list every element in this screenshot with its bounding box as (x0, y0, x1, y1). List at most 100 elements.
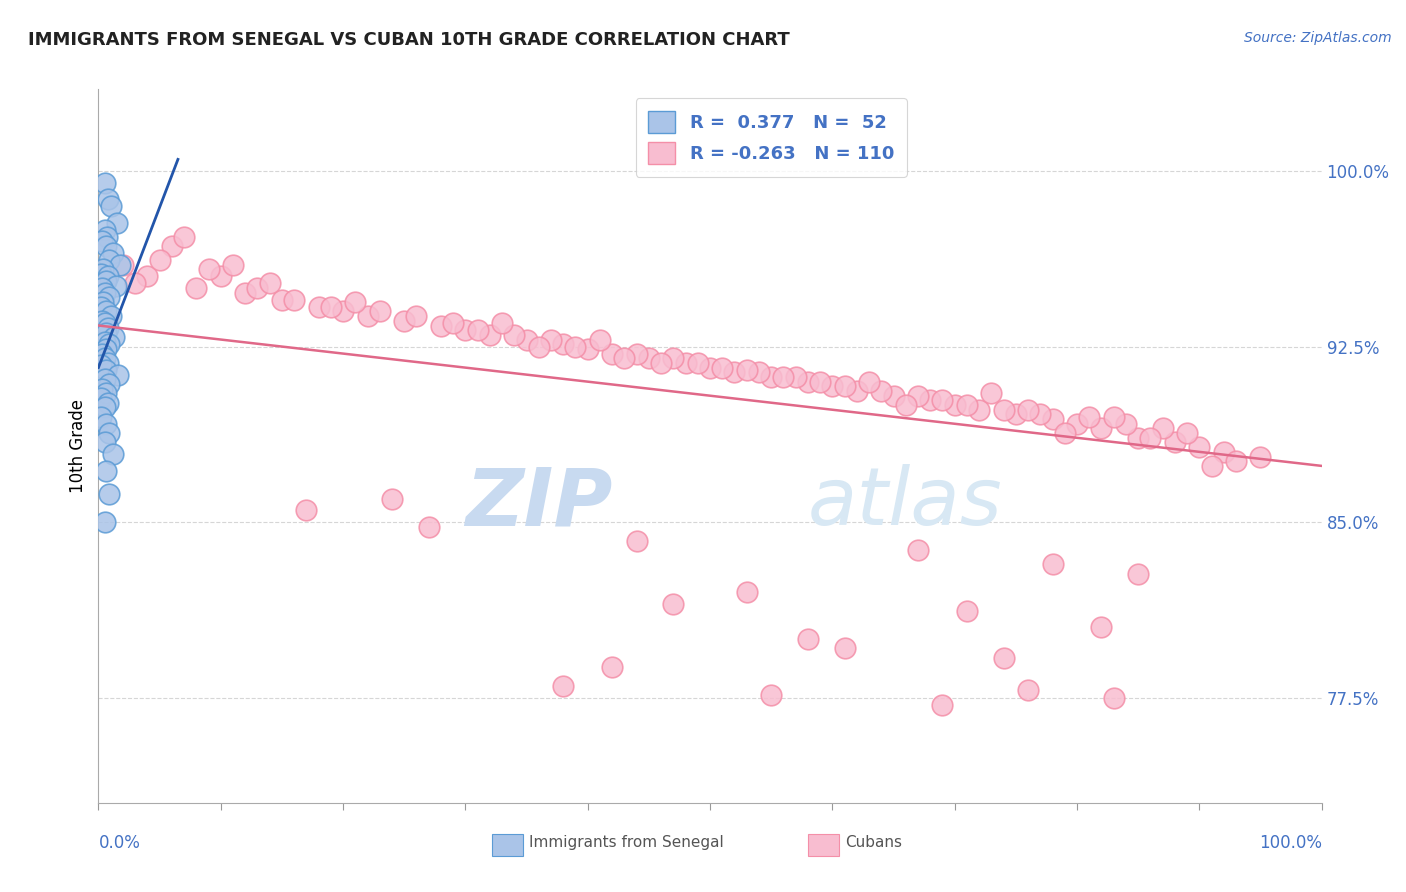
Point (993, 650, 1015, 665)
Point (1042, 412, 1064, 426)
Point (94, 274, 117, 288)
Point (124, 277, 146, 291)
Point (173, 229, 195, 244)
Point (637, 351, 661, 366)
Point (478, 327, 501, 342)
Point (233, 285, 256, 300)
Point (589, 333, 612, 347)
Point (1053, 426, 1076, 441)
Point (576, 342, 599, 356)
Point (91, 281, 114, 295)
Point (650, 356, 672, 370)
Text: IMMIGRANTS FROM SENEGAL VS CUBAN 10TH GRADE CORRELATION CHART: IMMIGRANTS FROM SENEGAL VS CUBAN 10TH GR… (28, 31, 790, 49)
Point (834, 379, 856, 393)
Point (735, 585, 758, 599)
Point (405, 309, 427, 323)
Point (110, 258, 132, 272)
Text: Immigrants from Senegal: Immigrants from Senegal (529, 836, 724, 850)
Point (430, 318, 453, 333)
Point (626, 533, 648, 548)
Point (1042, 557, 1064, 571)
Point (283, 293, 305, 307)
Point (94, 464, 117, 478)
Point (186, 281, 208, 295)
Point (845, 384, 868, 398)
Point (699, 360, 721, 375)
Point (93, 285, 115, 300)
Point (94, 417, 117, 431)
Point (90, 409, 112, 424)
Point (94, 342, 117, 356)
Point (93, 515, 115, 529)
Point (308, 300, 330, 314)
Point (1004, 408, 1026, 422)
Point (735, 363, 758, 377)
Point (94, 304, 117, 318)
Point (834, 641, 856, 656)
Point (197, 262, 219, 277)
Point (90, 267, 112, 281)
Point (675, 356, 697, 370)
Point (564, 340, 586, 354)
Point (93, 176, 115, 190)
Point (600, 660, 623, 674)
Point (319, 300, 342, 314)
Point (553, 337, 575, 351)
Point (94, 326, 117, 340)
Point (797, 375, 820, 389)
Point (894, 398, 917, 412)
Point (1078, 409, 1101, 424)
Point (858, 375, 880, 389)
Point (101, 447, 124, 461)
Point (993, 402, 1015, 417)
Point (98, 252, 121, 267)
Point (91, 295, 114, 310)
Point (98, 337, 121, 351)
Y-axis label: 10th Grade: 10th Grade (69, 399, 87, 493)
Point (90, 391, 112, 405)
Point (270, 293, 294, 307)
Point (418, 519, 440, 533)
Point (761, 370, 783, 384)
Point (1249, 450, 1271, 464)
Point (149, 252, 172, 267)
Point (98, 376, 121, 391)
Point (100, 199, 122, 213)
Legend: R =  0.377   N =  52, R = -0.263   N = 110: R = 0.377 N = 52, R = -0.263 N = 110 (636, 98, 907, 177)
Point (967, 402, 990, 417)
Point (90, 300, 112, 314)
Point (1102, 409, 1125, 424)
Point (1175, 426, 1198, 441)
Point (94, 239, 117, 253)
Point (797, 632, 820, 646)
Point (920, 393, 942, 408)
Point (1017, 402, 1039, 417)
Point (103, 330, 125, 344)
Point (93, 401, 115, 415)
Point (1164, 435, 1187, 450)
Point (1128, 566, 1150, 581)
Text: Cubans: Cubans (845, 836, 903, 850)
Point (883, 389, 905, 403)
Point (368, 304, 391, 318)
Point (94, 386, 117, 401)
Point (1017, 683, 1039, 698)
Point (761, 688, 783, 702)
Point (600, 346, 623, 360)
Point (711, 360, 734, 375)
Point (97, 356, 120, 370)
Point (956, 604, 979, 618)
Point (1212, 445, 1234, 459)
Point (821, 379, 844, 393)
Point (1225, 454, 1247, 468)
Point (93, 435, 115, 450)
Point (97, 192, 120, 206)
Point (1139, 431, 1161, 445)
Point (96, 229, 118, 244)
Point (93, 316, 115, 330)
Point (907, 543, 929, 558)
Point (392, 314, 416, 328)
Point (553, 679, 575, 693)
Point (662, 597, 685, 611)
Point (222, 258, 245, 272)
